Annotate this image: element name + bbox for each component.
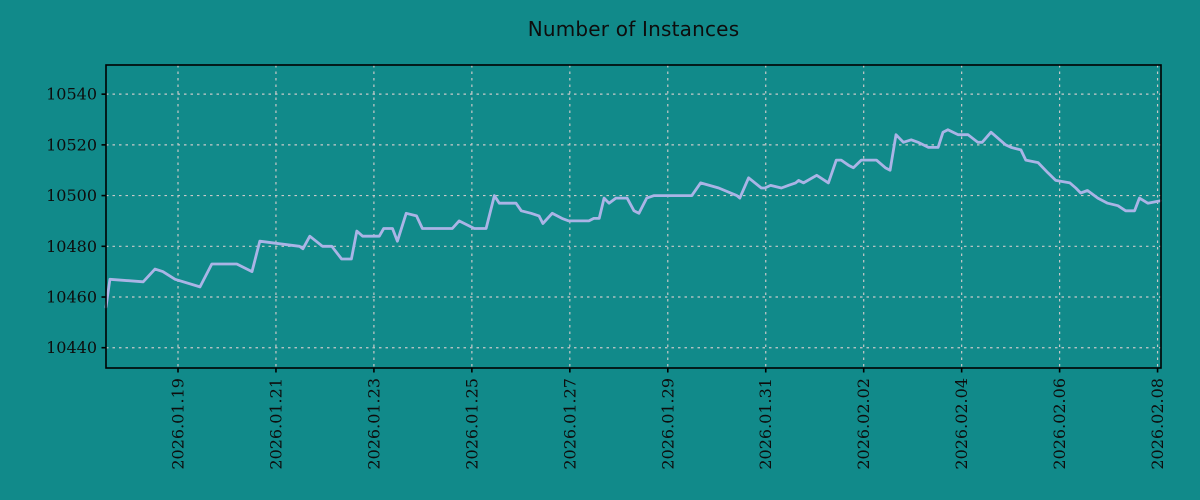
y-tick-labels: 10440 10460 10480 10500 10520 10540 — [46, 85, 97, 358]
tick-marks — [101, 93, 1159, 373]
gridlines — [106, 65, 1161, 368]
x-tick-label: 2026.01.29 — [658, 378, 677, 470]
y-tick-label: 10440 — [46, 338, 97, 357]
x-tick-label: 2026.02.06 — [1050, 378, 1069, 470]
y-tick-label: 10500 — [46, 186, 97, 205]
x-tick-label: 2026.01.27 — [560, 378, 579, 470]
x-tick-label: 2026.02.02 — [854, 378, 873, 470]
x-tick-label: 2026.01.23 — [364, 378, 383, 470]
x-tick-labels: 2026.01.19 2026.01.21 2026.01.23 2026.01.25… — [168, 378, 1167, 470]
chart-title: Number of Instances — [527, 17, 740, 41]
x-tick-label: 2026.01.19 — [168, 378, 187, 470]
x-tick-label: 2026.01.25 — [462, 378, 481, 470]
y-tick-label: 10520 — [46, 135, 97, 154]
y-tick-label: 10460 — [46, 288, 97, 307]
plot-border — [105, 64, 1162, 369]
y-tick-label: 10480 — [46, 237, 97, 256]
y-tick-label: 10540 — [46, 85, 97, 104]
x-tick-label: 2026.01.21 — [266, 378, 285, 470]
x-tick-label: 2026.02.08 — [1148, 378, 1167, 470]
x-tick-label: 2026.02.04 — [952, 378, 971, 470]
x-tick-label: 2026.01.31 — [756, 378, 775, 470]
series-line — [104, 128, 1162, 309]
